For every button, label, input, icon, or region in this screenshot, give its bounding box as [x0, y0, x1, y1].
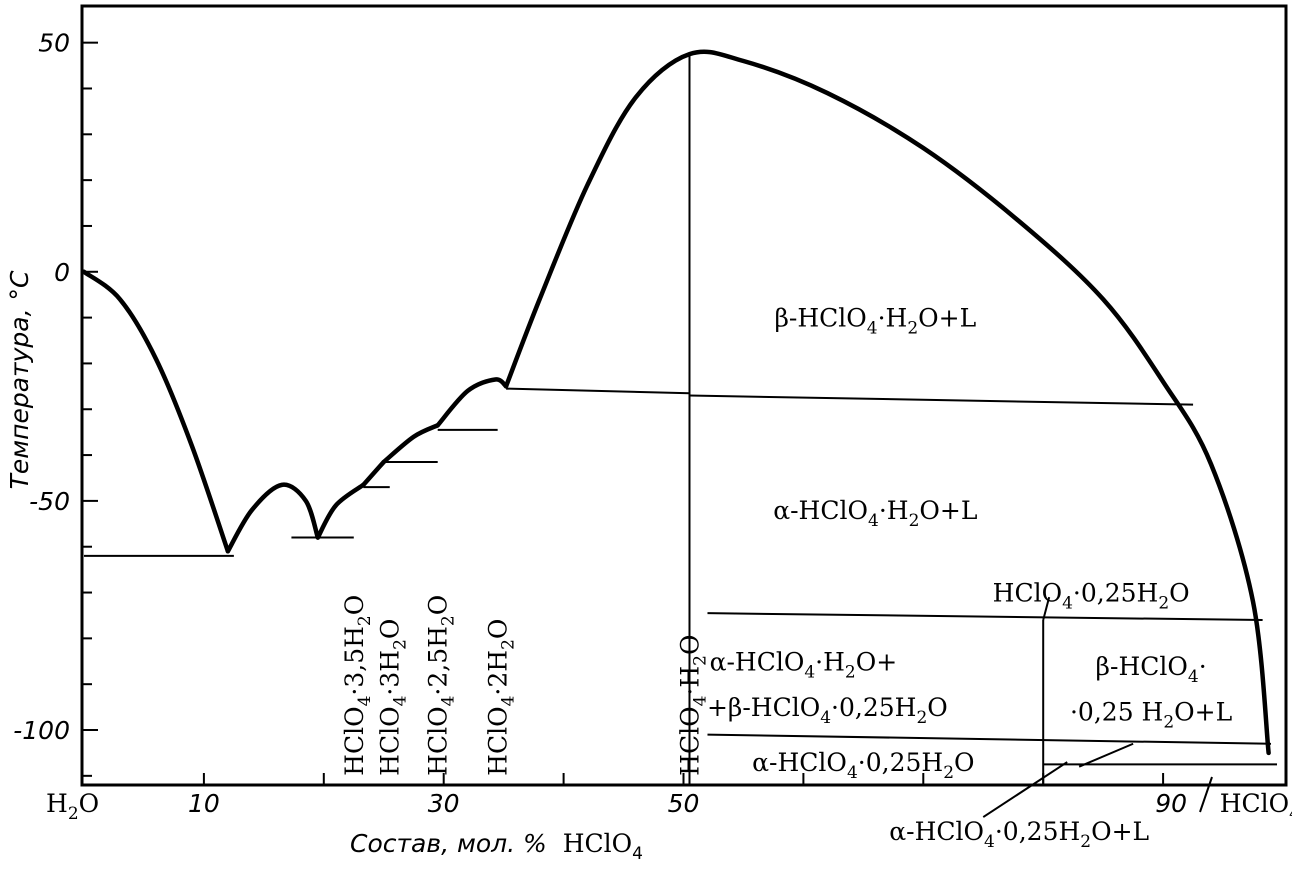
line-hydrate-0.25-transition	[707, 612, 1263, 622]
x-tick-label: 30	[428, 789, 460, 818]
region-label-beta-quarter-2: ·0,25 H2O+L	[1070, 698, 1232, 733]
liquidus-hydrate-2	[435, 377, 509, 428]
y-tick-label: -50	[29, 487, 70, 516]
region-label-hydrate-quarter: HClO4·0,25H2O	[993, 579, 1190, 614]
region-label-alpha-quarter-liquid: α-HClO4·0,25H2O+L	[889, 817, 1149, 852]
line-beta-alpha-transition	[689, 394, 1194, 406]
x-tick-label: 90	[1155, 789, 1187, 818]
y-tick-label: 50	[38, 29, 70, 58]
liquidus-ice	[81, 269, 231, 554]
x-axis-title-text: Состав, мол. %	[350, 829, 547, 858]
x-axis-title-formula: HClO	[563, 829, 632, 858]
compound-label: HClO4·3,5H2O	[340, 595, 375, 776]
leader-alpha-quarter-liquid	[982, 761, 1068, 818]
region-label-beta-mono-liquid: β-HClO4·H2O+L	[774, 304, 976, 339]
y-tick-label: 0	[54, 258, 70, 287]
y-axis-title: Температура, °С	[5, 270, 34, 489]
x-tick-label: 50	[668, 789, 700, 818]
region-label-beta-quarter-1: β-HClO4·	[1096, 652, 1207, 687]
x-axis-title-formula-sub: 4	[632, 844, 643, 864]
liquidus-monohydrate	[503, 49, 1271, 756]
region-label-alpha-quarter: α-HClO4·0,25H2O	[752, 748, 974, 783]
compound-label: HClO4·2,5H2O	[424, 595, 459, 776]
region-label-alpha-beta-1: α-HClO4·H2O+	[710, 647, 898, 682]
compound-label: HClO4·H2O	[675, 635, 710, 776]
lines-group	[84, 54, 1278, 818]
leader-eutectic	[1078, 742, 1134, 768]
y-tick-label: -100	[13, 716, 70, 745]
region-label-alpha-mono-liquid: α-HClO4·H2O+L	[773, 496, 977, 531]
compound-label: HClO4·3H2O	[376, 619, 411, 776]
x-tick-label: HClO4	[1220, 789, 1292, 824]
region-label-alpha-beta-2: +β-HClO4·0,25H2O	[707, 693, 948, 728]
hclo4-axis-slash	[1199, 776, 1213, 813]
line-peritectic-5	[506, 387, 690, 395]
liquidus-hydrate-3	[361, 459, 386, 488]
curves-group	[81, 49, 1271, 756]
liquidus-hydrate-2.5	[381, 423, 440, 465]
compound-label: HClO4·2H2O	[484, 619, 519, 776]
leader-hydrate-quarter	[1042, 596, 1051, 621]
liquidus-hydrate-a	[225, 482, 321, 554]
line-eutectic-alpha	[707, 733, 1272, 745]
x-tick-label: 10	[188, 789, 220, 818]
liquidus-hydrate-3.5	[315, 482, 366, 540]
x-axis-title: Состав, мол. % HClO4	[350, 829, 643, 864]
x-tick-label: H2O	[46, 789, 99, 824]
